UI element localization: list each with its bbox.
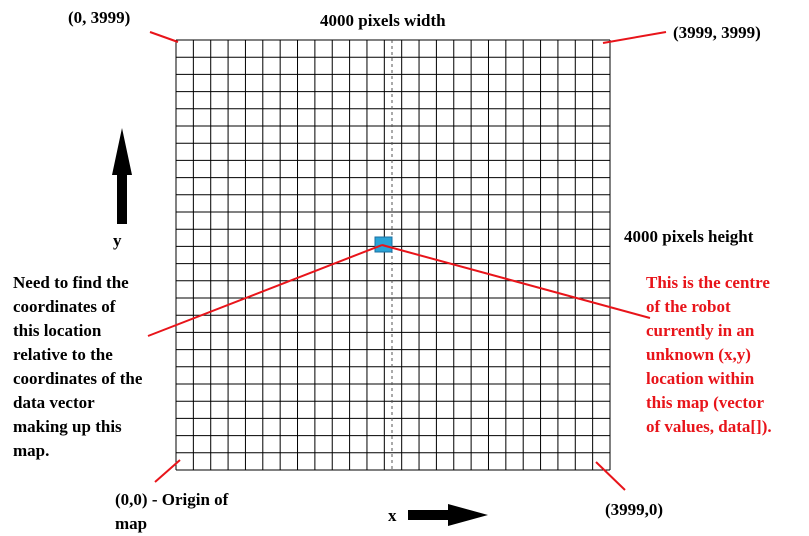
height-caption: 4000 pixels height (624, 227, 754, 246)
bottom-left-corner-pointer (154, 459, 181, 483)
bottom-right-corner-label: (3999,0) (605, 500, 664, 519)
top-right-corner-label: (3999, 3999) (673, 23, 761, 42)
top-left-corner-label: (0, 3999) (68, 8, 131, 27)
origin-label: (0,0) - Origin of map (115, 490, 229, 533)
map-grid (175, 39, 611, 471)
right-note-pointer (381, 244, 651, 319)
bottom-right-corner-pointer (595, 461, 626, 491)
x-axis-label: x (388, 506, 397, 525)
top-left-corner-pointer (149, 31, 179, 43)
width-caption: 4000 pixels width (320, 11, 446, 30)
right-note: This is the centre of the robot currentl… (646, 273, 772, 436)
y-axis-label: y (113, 231, 122, 250)
x-axis-arrow-icon (408, 504, 488, 526)
y-axis-arrow-icon (112, 128, 132, 224)
left-note-pointer (147, 244, 383, 337)
left-note: Need to find the coordinates of this loc… (13, 273, 143, 460)
top-right-corner-pointer (602, 31, 667, 44)
